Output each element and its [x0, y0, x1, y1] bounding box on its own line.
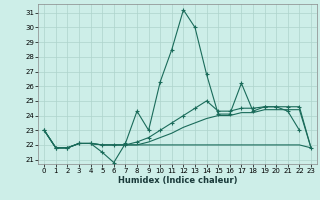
X-axis label: Humidex (Indice chaleur): Humidex (Indice chaleur) [118, 176, 237, 185]
